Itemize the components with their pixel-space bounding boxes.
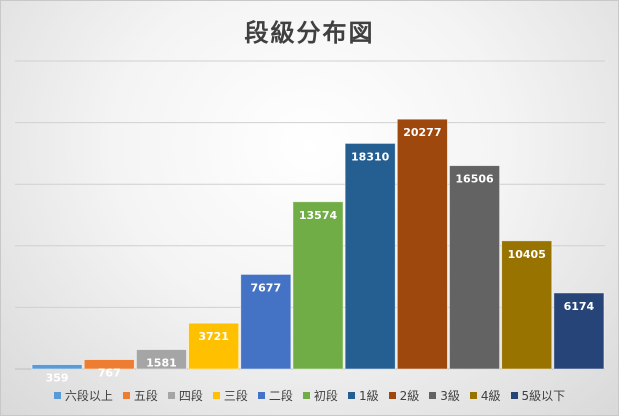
legend-label: 五段 — [133, 389, 158, 403]
data-label: 767 — [98, 367, 121, 380]
legend-item: 2級 — [388, 387, 420, 404]
bar-四段 — [136, 349, 187, 370]
legend-swatch — [53, 392, 61, 399]
data-label: 10405 — [508, 248, 546, 261]
data-label: 7677 — [251, 281, 282, 294]
legend-item: 3級 — [429, 387, 460, 404]
data-label: 16506 — [455, 173, 494, 186]
legend-label: 二段 — [268, 389, 293, 403]
data-label: 359 — [46, 372, 69, 385]
bar-五段 — [83, 359, 135, 370]
bar-5級以下 — [553, 292, 605, 370]
chart-title: 段級分布図 — [244, 19, 375, 47]
legend-item: 二段 — [257, 387, 293, 404]
legend-item: 5級以下 — [510, 387, 566, 404]
legend-swatch — [347, 392, 355, 399]
data-label: 6174 — [564, 300, 595, 313]
legend-label: 三段 — [223, 389, 248, 403]
legend-swatch — [167, 392, 175, 399]
data-label: 1581 — [146, 357, 177, 370]
legend-swatch — [429, 392, 437, 399]
legend-item: 三段 — [212, 387, 248, 404]
legend-label: 5級以下 — [521, 389, 566, 403]
data-label: 3721 — [198, 330, 229, 343]
legend-label: 2級 — [399, 389, 420, 403]
legend-swatch — [122, 392, 130, 399]
legend-swatch — [510, 392, 518, 399]
legend-label: 1級 — [358, 389, 379, 403]
bar-3級 — [449, 165, 500, 370]
legend-swatch — [257, 392, 265, 399]
legend-item: 四段 — [167, 387, 203, 404]
legend-item: 4級 — [469, 387, 501, 404]
data-label: 20277 — [403, 126, 441, 139]
legend: 六段以上 五段 四段 三段 二段 初段 1級 2級 3級 4級 5級以下 — [1, 387, 618, 404]
bar-三段 — [188, 322, 240, 370]
bar-二段 — [240, 274, 292, 370]
data-label: 13574 — [299, 209, 338, 222]
legend-label: 四段 — [178, 389, 203, 403]
bar-4級 — [501, 240, 553, 370]
legend-label: 4級 — [480, 389, 501, 403]
bar-初段 — [292, 201, 344, 370]
legend-item: 初段 — [302, 387, 338, 404]
legend-swatch — [212, 392, 220, 399]
bar-2級 — [396, 118, 448, 370]
legend-item: 六段以上 — [53, 387, 113, 404]
legend-swatch — [469, 392, 477, 399]
legend-item: 五段 — [122, 387, 158, 404]
legend-label: 六段以上 — [64, 389, 113, 403]
legend-item: 1級 — [347, 387, 379, 404]
legend-label: 初段 — [313, 389, 338, 403]
bar-六段以上 — [31, 364, 83, 370]
legend-swatch — [302, 392, 310, 399]
legend-label: 3級 — [440, 389, 460, 403]
data-label: 18310 — [351, 150, 390, 163]
bar-1級 — [344, 143, 396, 370]
legend-swatch — [388, 392, 396, 399]
